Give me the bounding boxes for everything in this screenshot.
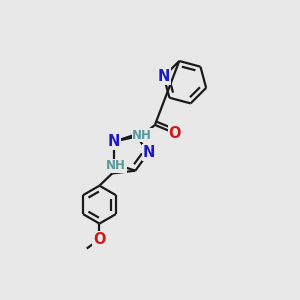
Text: N: N bbox=[108, 134, 120, 149]
Text: NH: NH bbox=[106, 159, 126, 172]
Text: N: N bbox=[142, 145, 154, 160]
Text: O: O bbox=[93, 232, 106, 247]
Text: O: O bbox=[168, 125, 181, 140]
Text: NH: NH bbox=[132, 129, 152, 142]
Text: N: N bbox=[158, 69, 170, 84]
